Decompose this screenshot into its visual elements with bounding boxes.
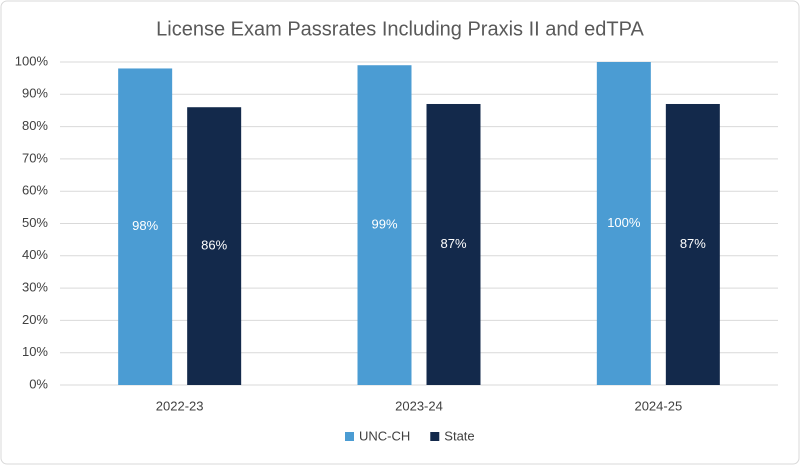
y-tick-label: 40% bbox=[22, 247, 48, 262]
value-label: 86% bbox=[201, 238, 227, 253]
legend-label: UNC-CH bbox=[359, 428, 410, 443]
value-label: 99% bbox=[371, 217, 397, 232]
y-tick-label: 20% bbox=[22, 312, 48, 327]
y-tick-label: 80% bbox=[22, 118, 48, 133]
bar bbox=[596, 62, 651, 385]
bar bbox=[665, 103, 720, 386]
value-label: 87% bbox=[680, 236, 706, 251]
y-tick-label: 50% bbox=[22, 215, 48, 230]
x-tick-label: 2024-25 bbox=[634, 398, 682, 413]
legend-swatch bbox=[345, 432, 354, 441]
y-tick-label: 90% bbox=[22, 86, 48, 101]
bar bbox=[118, 68, 173, 386]
legend-swatch bbox=[430, 432, 440, 441]
y-tick-label: 60% bbox=[22, 183, 48, 198]
x-tick-label: 2023-24 bbox=[395, 398, 443, 413]
bar bbox=[187, 107, 242, 385]
x-tick-label: 2022-23 bbox=[156, 398, 204, 413]
chart-title: License Exam Passrates Including Praxis … bbox=[156, 18, 644, 40]
value-label: 98% bbox=[132, 218, 158, 233]
y-tick-label: 10% bbox=[22, 344, 48, 359]
y-tick-label: 0% bbox=[29, 376, 48, 391]
y-tick-label: 100% bbox=[15, 53, 49, 68]
bar bbox=[426, 103, 481, 386]
bar bbox=[357, 65, 412, 385]
legend-label: State bbox=[444, 428, 474, 443]
y-tick-label: 30% bbox=[22, 280, 48, 295]
y-tick-label: 70% bbox=[22, 150, 48, 165]
value-label: 100% bbox=[607, 215, 641, 230]
value-label: 87% bbox=[440, 236, 466, 251]
